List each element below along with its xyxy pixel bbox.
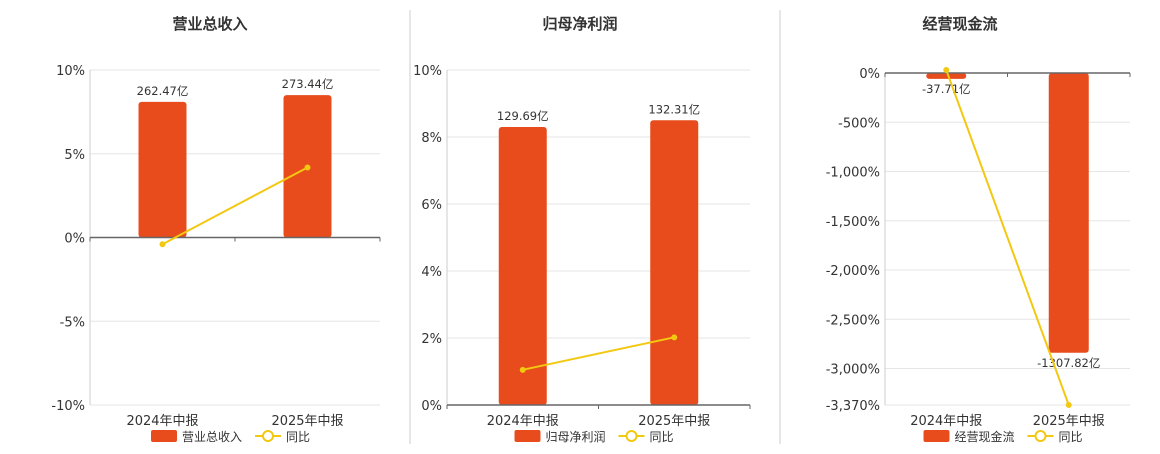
- y-tick-label: -5%: [60, 315, 85, 330]
- chart-panel-1: 营业总收入 10% 5% 0% -5% -10% 262.47亿 273.44亿 2024年中报…: [51, 15, 381, 444]
- bar-data-label: 129.69亿: [497, 109, 549, 123]
- bar-data-label: -1307.82亿: [1037, 356, 1100, 370]
- yoy-point: [1065, 402, 1072, 408]
- legend-line-marker: [1034, 430, 1047, 442]
- legend-line-label: 同比: [286, 430, 310, 444]
- legend-line-marker: [625, 430, 638, 442]
- y-tick-label: -2,500%: [826, 313, 880, 328]
- y-tick-label: -3,370%: [826, 399, 880, 414]
- y-tick-label: 0%: [421, 399, 442, 414]
- legend-bar-swatch: [923, 430, 950, 442]
- bar-data-label: 262.47亿: [137, 84, 189, 98]
- bar-data-label: -37.71亿: [922, 82, 971, 96]
- bar-data-label: 273.44亿: [282, 77, 334, 91]
- bar: [650, 120, 699, 405]
- chart-title: 营业总收入: [172, 15, 247, 33]
- y-tick-label: -3,000%: [826, 363, 880, 378]
- x-category-label: 2024年中报: [487, 414, 559, 429]
- y-tick-label: -10%: [51, 399, 85, 414]
- x-category-label: 2024年中报: [910, 414, 982, 429]
- legend-line-label: 同比: [650, 430, 674, 444]
- y-tick-label: 10%: [413, 64, 442, 79]
- bar: [1048, 73, 1089, 353]
- y-tick-label: 5%: [64, 148, 85, 163]
- yoy-line: [162, 166, 308, 246]
- y-tick-label: -500%: [838, 116, 880, 131]
- legend-bar-swatch: [151, 430, 177, 442]
- yoy-line: [945, 69, 1070, 406]
- bar: [498, 126, 547, 405]
- chart-panel-3: 经营现金流 0% -500% -1,000% -1,500% -2,000% -2,500%…: [826, 15, 1131, 444]
- bar-data-label: 132.31亿: [648, 102, 700, 116]
- yoy-point: [671, 334, 678, 341]
- yoy-point: [943, 67, 950, 74]
- x-category-label: 2025年中报: [1033, 414, 1105, 429]
- x-category-label: 2024年中报: [126, 414, 198, 429]
- legend-bar-label: 营业总收入: [182, 430, 242, 444]
- x-category-label: 2025年中报: [271, 414, 343, 429]
- y-tick-label: -1,500%: [826, 215, 880, 230]
- x-category-label: 2025年中报: [638, 414, 710, 429]
- legend-bar-label: 归母净利润: [546, 430, 606, 444]
- legend-bar-swatch: [514, 430, 541, 442]
- legend: 营业总收入 同比: [151, 430, 310, 444]
- yoy-point: [519, 366, 526, 373]
- y-tick-label: 8%: [421, 131, 442, 146]
- yoy-point: [304, 164, 311, 171]
- y-tick-label: -2,000%: [826, 264, 880, 279]
- y-tick-label: 2%: [421, 332, 442, 347]
- bar: [138, 101, 187, 238]
- legend-bar-label: 经营现金流: [955, 429, 1015, 444]
- yoy-point: [159, 241, 166, 248]
- chart-title: 归母净利润: [542, 15, 617, 33]
- yoy-line: [522, 336, 675, 371]
- y-tick-label: 10%: [56, 64, 85, 79]
- chart-title: 经营现金流: [922, 15, 997, 33]
- y-tick-label: 6%: [421, 198, 442, 213]
- y-tick-label: 0%: [64, 232, 85, 247]
- y-tick-label: 4%: [421, 265, 442, 280]
- legend: 归母净利润 同比: [514, 430, 674, 444]
- legend-line-marker: [262, 430, 274, 442]
- y-tick-label: 0%: [859, 67, 880, 82]
- y-tick-label: -1,000%: [826, 166, 880, 181]
- legend: 经营现金流 同比: [923, 429, 1083, 444]
- chart-panel-2: 归母净利润 10% 8% 6% 4% 2% 0% 129.69亿 132.31亿 2024年中报 2…: [413, 15, 751, 444]
- legend-line-label: 同比: [1059, 430, 1083, 444]
- bar: [926, 73, 967, 79]
